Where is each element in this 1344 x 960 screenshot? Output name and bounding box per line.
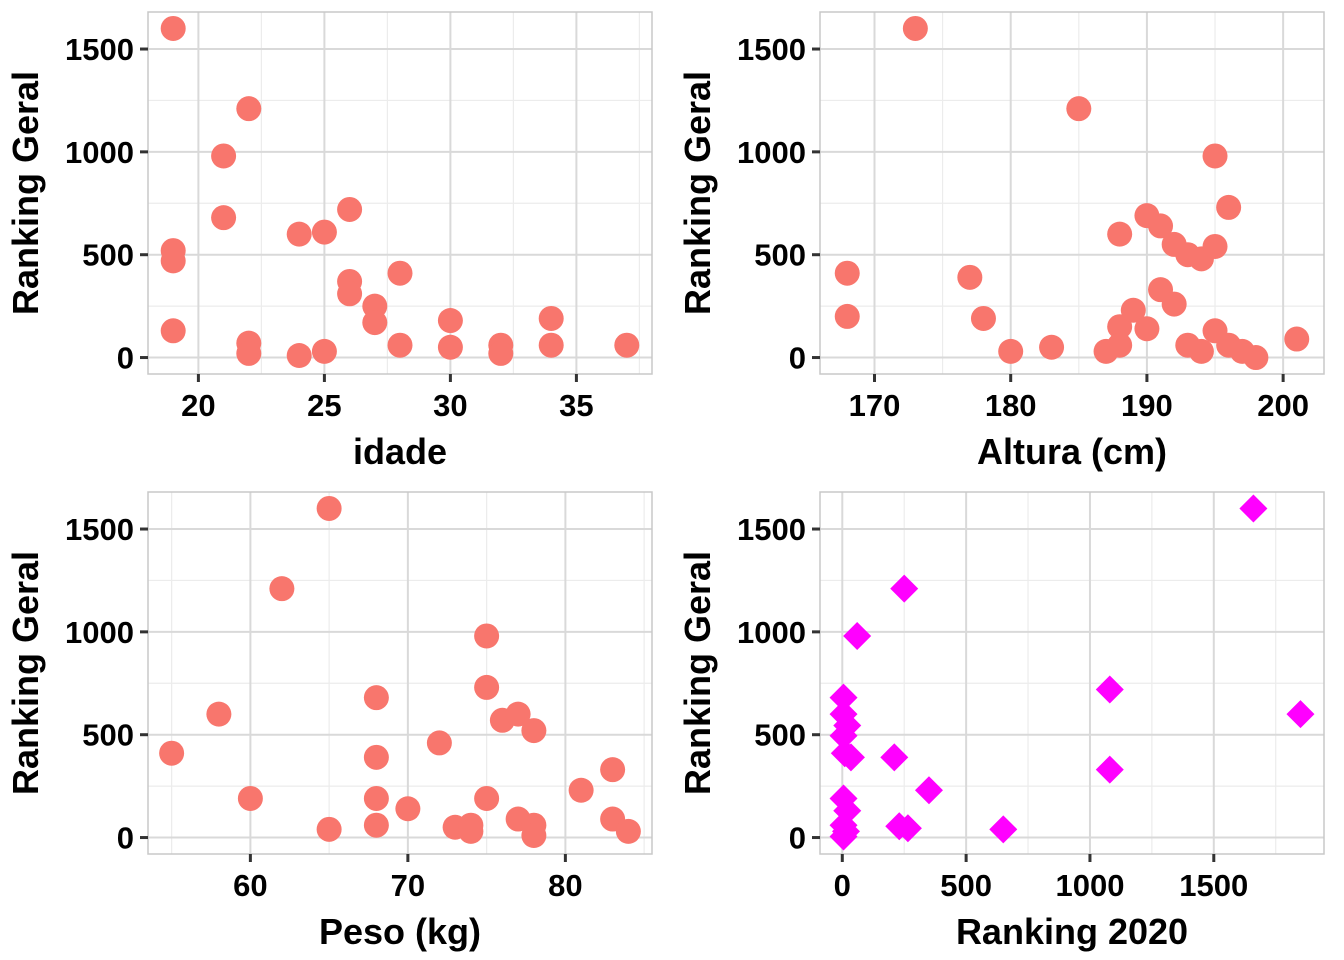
scatter-plot-ranking-2020: 0 500 1000 1500 0 500 1000 1500 Ranking 2020 Rank…: [677, 491, 1325, 952]
svg-text:1000: 1000: [65, 135, 134, 170]
svg-text:1500: 1500: [65, 32, 134, 67]
svg-text:30: 30: [433, 388, 467, 423]
svg-text:Ranking 2020: Ranking 2020: [956, 911, 1188, 952]
scatter-plot-peso: 60 70 80 0 500 1000 1500 Peso (kg) Ranking Geral: [5, 491, 653, 952]
svg-text:500: 500: [754, 718, 806, 753]
svg-text:170: 170: [849, 388, 901, 423]
svg-text:80: 80: [548, 868, 582, 903]
chart-cell-altura: 170 180 190 200 0 500 1000 1500 Altura (cm) Ranki…: [672, 0, 1344, 480]
svg-text:1500: 1500: [1179, 868, 1248, 903]
svg-text:1000: 1000: [737, 615, 806, 650]
svg-text:Ranking Geral: Ranking Geral: [5, 551, 46, 795]
svg-text:180: 180: [985, 388, 1037, 423]
chart-cell-ranking-2020: 0 500 1000 1500 0 500 1000 1500 Ranking 2020 Rank…: [672, 480, 1344, 960]
scatter-plot-altura: 170 180 190 200 0 500 1000 1500 Altura (cm) Ranki…: [677, 11, 1325, 472]
svg-text:0: 0: [117, 821, 134, 856]
svg-text:500: 500: [82, 718, 134, 753]
svg-text:0: 0: [789, 341, 806, 376]
svg-text:1000: 1000: [65, 615, 134, 650]
svg-text:190: 190: [1121, 388, 1173, 423]
svg-text:60: 60: [233, 868, 267, 903]
svg-text:0: 0: [117, 341, 134, 376]
svg-text:20: 20: [181, 388, 215, 423]
svg-text:500: 500: [754, 238, 806, 273]
svg-text:1000: 1000: [1055, 868, 1124, 903]
svg-text:500: 500: [82, 238, 134, 273]
svg-text:25: 25: [307, 388, 341, 423]
scatter-plot-idade: 20 25 30 35 0 500 1000 1500 idade Ranking Geral: [5, 11, 653, 472]
chart-cell-peso: 60 70 80 0 500 1000 1500 Peso (kg) Ranking Geral: [0, 480, 672, 960]
svg-text:500: 500: [940, 868, 992, 903]
svg-text:Ranking Geral: Ranking Geral: [5, 71, 46, 315]
svg-text:35: 35: [559, 388, 593, 423]
svg-text:1000: 1000: [737, 135, 806, 170]
svg-text:idade: idade: [353, 431, 447, 472]
svg-text:1500: 1500: [65, 512, 134, 547]
svg-text:0: 0: [789, 821, 806, 856]
svg-text:1500: 1500: [737, 32, 806, 67]
svg-text:Peso (kg): Peso (kg): [319, 911, 481, 952]
svg-text:Ranking Geral: Ranking Geral: [677, 71, 718, 315]
svg-text:Altura (cm): Altura (cm): [977, 431, 1167, 472]
svg-text:200: 200: [1257, 388, 1309, 423]
svg-text:70: 70: [391, 868, 425, 903]
svg-text:Ranking Geral: Ranking Geral: [677, 551, 718, 795]
chart-cell-idade: 20 25 30 35 0 500 1000 1500 idade Ranking Geral: [0, 0, 672, 480]
svg-text:1500: 1500: [737, 512, 806, 547]
svg-text:0: 0: [834, 868, 851, 903]
